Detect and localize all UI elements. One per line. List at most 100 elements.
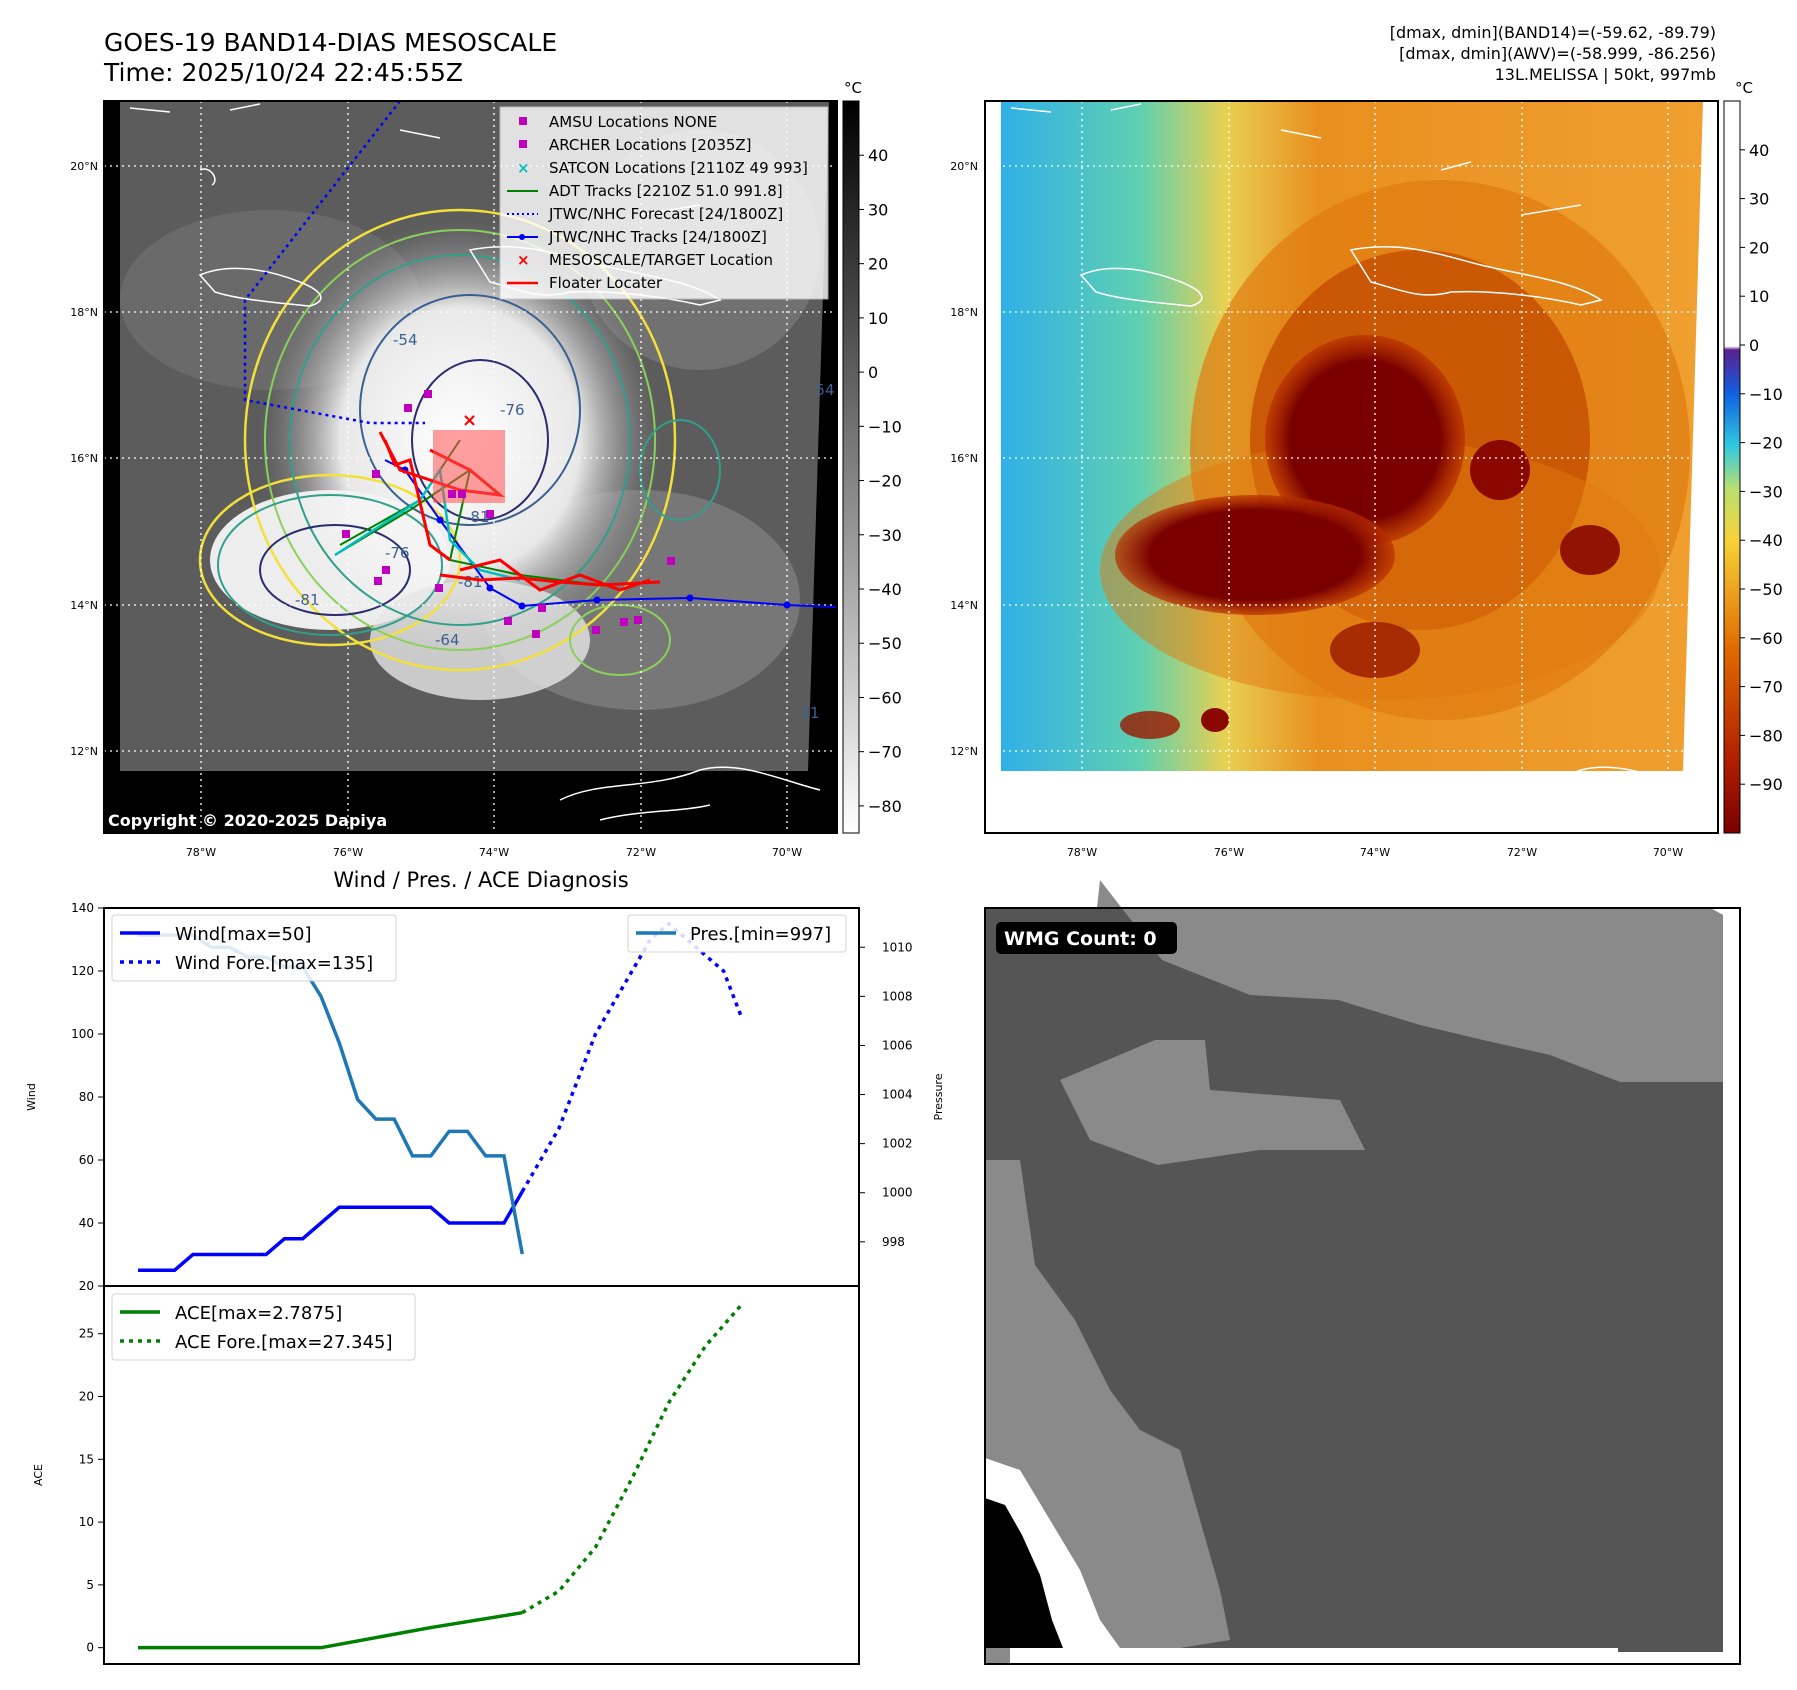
awv-cold-core-west: [1115, 495, 1395, 615]
legend-amsu: AMSU Locations NONE: [549, 113, 717, 131]
ace-series-line: [138, 1610, 523, 1650]
awv-coastlines: [1010, 103, 1702, 801]
ace-legend: ACE[max=2.7875] ACE Fore.[max=27.345]: [111, 1293, 416, 1361]
wind-tick-label: 80: [79, 1090, 94, 1104]
lon-label: 76°W: [333, 846, 363, 859]
legend-archer: ARCHER Locations [2035Z]: [549, 136, 752, 154]
colorbar-tick-label: 20: [868, 255, 888, 274]
colorbar-tick-label: −70: [868, 743, 902, 762]
colorbar-tick-label: −30: [1749, 482, 1783, 501]
colorbar-tick-label: 40: [868, 146, 888, 165]
wind-tick-label: 100: [71, 1027, 94, 1041]
contour-label: -81: [458, 573, 483, 591]
lat-label: 20°N: [950, 160, 978, 173]
wind-tick-label: 120: [71, 964, 94, 978]
pressure-tick-label: 1002: [882, 1137, 913, 1151]
colorbar-tick-label: −50: [1749, 580, 1783, 599]
temperature-contours: [198, 208, 721, 676]
pressure-tick-label: 1004: [882, 1088, 913, 1102]
contour-labels: -54 -54 -76 -81 -81 -76 -81 -64 -31: [295, 331, 835, 722]
legend-jtwc-dot: [519, 234, 525, 240]
colorbar-tick-label: 10: [1749, 287, 1769, 306]
pressure-axis-label: Pressure: [932, 1073, 945, 1120]
wind-tick-label: 60: [79, 1153, 94, 1167]
gray-colorbar-ticks: 40 30 20 10 0 −10 −20 −30 −40 −50 −60 −70 −80: [859, 146, 902, 816]
ace-legend-box: [111, 1293, 416, 1361]
contour-label: -64: [435, 631, 460, 649]
colorbar-tick-label: −80: [1749, 726, 1783, 745]
mesoscale-target-box: [433, 430, 505, 503]
map-legend-box: [499, 106, 829, 300]
legend-jtwc: JTWC/NHC Tracks [24/1800Z]: [548, 228, 767, 246]
colorbar-tick-label: −70: [1749, 678, 1783, 697]
contour-label: -81: [295, 591, 320, 609]
copyright: Copyright © 2020-2025 Dapiya: [108, 811, 387, 830]
pressure-tick-label: 1006: [882, 1038, 913, 1052]
lon-label: 70°W: [772, 846, 802, 859]
awv-map-lat-labels: 20°N 18°N 16°N 14°N 12°N: [950, 160, 978, 758]
awv-cold-core-north: [1265, 335, 1465, 545]
legend-satcon: SATCON Locations [2110Z 49 993]: [549, 159, 808, 177]
wmg-count-badge: [996, 922, 1177, 954]
colorbar-tick-label: 10: [868, 309, 888, 328]
pressure-tick-label: 1010: [882, 940, 913, 954]
colorbar-tick-label: 0: [1749, 336, 1759, 355]
colorbar-tick-label: −50: [868, 634, 902, 653]
lon-label: 78°W: [186, 846, 216, 859]
figure-time: Time: 2025/10/24 22:45:55Z: [103, 58, 463, 87]
wind-tick-label: 140: [71, 901, 94, 915]
map-legend: AMSU Locations NONE ARCHER Locations [20…: [499, 106, 829, 300]
ir-map-lat-labels: 20°N 18°N 16°N 14°N 12°N: [70, 160, 98, 758]
colorbar-tick-label: 0: [868, 363, 878, 382]
contour-label: -76: [500, 401, 525, 419]
ace-tick-label: 25: [79, 1327, 94, 1341]
colorbar-tick-label: −60: [868, 688, 902, 707]
lat-label: 14°N: [70, 599, 98, 612]
legend-amsu-marker: [519, 117, 527, 125]
wind-axis-label: Wind: [25, 1083, 38, 1111]
colorbar-tick-label: −40: [868, 580, 902, 599]
legend-target: MESOSCALE/TARGET Location: [549, 251, 773, 269]
colorbar-tick-label: 30: [1749, 190, 1769, 209]
legend-floater: Floater Locater: [549, 274, 663, 292]
ace-tick-label: 5: [86, 1578, 94, 1592]
legend-adt: ADT Tracks [2210Z 51.0 991.8]: [549, 182, 783, 200]
ace-axis-label: ACE: [32, 1464, 45, 1486]
mesoscale-target-marker: ×: [462, 410, 477, 431]
colorbar-tick-label: −30: [868, 526, 902, 545]
contour-label: -81: [465, 508, 490, 526]
lat-label: 18°N: [70, 306, 98, 319]
lon-label: 76°W: [1214, 846, 1244, 859]
wind-tick-label: 40: [79, 1216, 94, 1230]
contour-label: -54: [393, 331, 418, 349]
lat-label: 20°N: [70, 160, 98, 173]
wmg-frame: [984, 907, 1741, 1665]
forecast-track: [243, 101, 425, 425]
wmg-black-region: [985, 1498, 1063, 1648]
colorbar-tick-label: −10: [1749, 385, 1783, 404]
lat-label: 16°N: [70, 452, 98, 465]
ace-tick-label: 10: [79, 1515, 94, 1529]
wmg-gray-region-middle: [1060, 1040, 1365, 1165]
pressure-legend-label: Pres.[min=997]: [690, 924, 831, 945]
wmg-panel: WMG Count: 0: [984, 880, 1741, 1665]
contour-label: -31: [795, 704, 820, 722]
pressure-legend: Pres.[min=997]: [627, 914, 847, 953]
contour-label: -76: [385, 544, 410, 562]
ace-y-ticks: 0 5 10 15 20 25: [79, 1327, 104, 1655]
color-colorbar-unit: °C: [1735, 79, 1753, 97]
lon-label: 78°W: [1067, 846, 1097, 859]
legend-forecast: JTWC/NHC Forecast [24/1800Z]: [548, 205, 783, 223]
awv-map-panel: 78°W 76°W 74°W 72°W 70°W 20°N 18°N 16°N …: [950, 100, 1719, 859]
ace-forecast-legend-label: ACE Fore.[max=27.345]: [175, 1332, 393, 1353]
wind-legend-label: Wind[max=50]: [175, 924, 312, 945]
wind-y-ticks: 20 40 60 80 100 120 140: [71, 901, 104, 1293]
awv-gridlines: [985, 101, 1718, 833]
wmg-count-label: WMG Count: 0: [1004, 928, 1157, 950]
lat-label: 12°N: [70, 745, 98, 758]
ir-map-lon-labels: 78°W 76°W 74°W 72°W 70°W: [186, 846, 802, 859]
wmg-gray-region-north: [1097, 880, 1723, 1082]
ace-legend-label: ACE[max=2.7875]: [175, 1303, 342, 1324]
band14-range: [dmax, dmin](BAND14)=(-59.62, -89.79): [1390, 23, 1716, 42]
